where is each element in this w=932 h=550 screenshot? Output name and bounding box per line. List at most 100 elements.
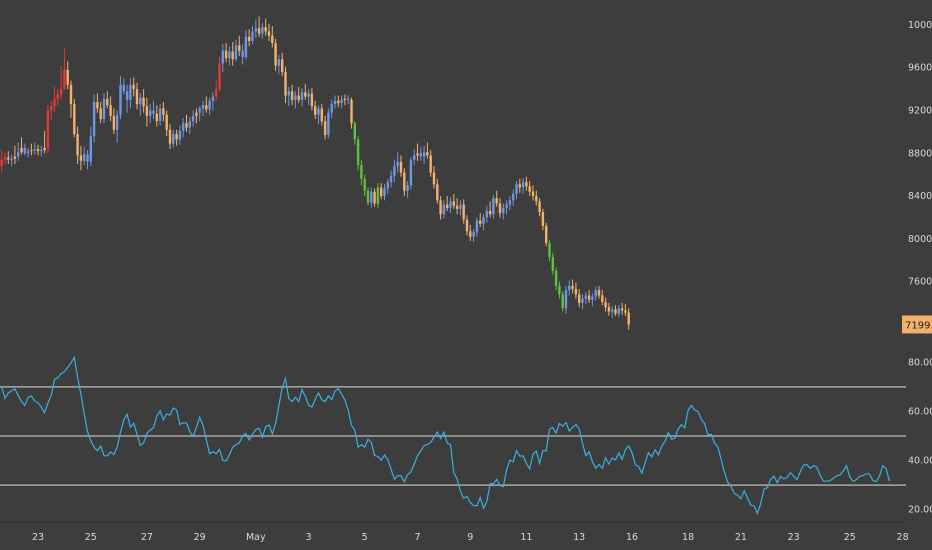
candle — [383, 184, 386, 201]
candle — [452, 193, 455, 209]
candle — [422, 145, 426, 164]
candle — [459, 200, 462, 216]
candle-body — [323, 121, 327, 136]
candle-body — [254, 28, 257, 32]
candle — [363, 174, 366, 197]
candle — [587, 290, 591, 303]
candle — [66, 61, 69, 90]
candle-body — [558, 285, 561, 295]
candle — [607, 302, 611, 316]
candle — [175, 129, 178, 146]
candle — [310, 88, 314, 111]
candle-body — [215, 89, 218, 97]
candle — [597, 285, 601, 299]
candle — [317, 105, 320, 125]
candle-body — [495, 198, 498, 204]
candle — [545, 222, 548, 247]
candle — [20, 137, 23, 155]
candle-body — [241, 50, 244, 58]
candle-body — [162, 108, 165, 115]
candle — [152, 100, 155, 120]
candle-body — [564, 290, 568, 309]
candle — [568, 280, 571, 296]
candle-body — [20, 147, 23, 153]
candle — [182, 117, 185, 138]
candle-body — [112, 115, 116, 130]
time-tick-label: 11 — [520, 532, 532, 543]
candle-body — [380, 187, 383, 197]
candle — [531, 185, 535, 201]
candle-body — [135, 89, 139, 105]
candle — [591, 293, 594, 307]
candle-body — [350, 99, 353, 124]
candle-body — [370, 191, 373, 203]
time-tick-label: 29 — [194, 532, 206, 543]
candle-body — [244, 36, 248, 58]
candle — [525, 176, 528, 191]
candle-body — [96, 101, 99, 109]
price-tick-label: 8400.0 — [908, 191, 932, 202]
candle — [290, 84, 294, 106]
candle-body — [479, 220, 482, 224]
candle-body — [109, 105, 112, 116]
time-tick-label: 27 — [141, 532, 153, 543]
candle — [73, 98, 76, 138]
candle-body — [234, 45, 238, 60]
candle-body — [465, 219, 469, 232]
candle-body — [485, 211, 488, 218]
candle — [558, 281, 561, 299]
candle-body — [224, 50, 228, 59]
candle-body — [389, 175, 393, 183]
candle-body — [277, 59, 281, 66]
candle-body — [439, 200, 442, 215]
candle-body — [290, 91, 294, 100]
candle — [320, 104, 323, 126]
rsi-line — [1, 355, 890, 515]
candle — [515, 181, 518, 200]
candle — [330, 99, 333, 118]
candle-body — [178, 130, 182, 140]
candle — [244, 30, 248, 60]
candle-body — [611, 309, 614, 312]
candle — [518, 178, 521, 193]
price-tick-label: 10000.0 — [908, 20, 932, 31]
candle — [386, 178, 389, 194]
candle-body — [168, 129, 172, 144]
candle-body — [132, 84, 135, 90]
candle — [205, 96, 208, 113]
candle-body — [604, 301, 607, 308]
candle — [287, 86, 290, 107]
candle-body — [333, 100, 337, 105]
candle-body — [314, 106, 317, 115]
candle — [508, 196, 512, 210]
candle-body — [86, 154, 89, 162]
candle — [485, 205, 488, 223]
time-axis: 23 25 27 29 May 3 5 7 9 11 13 16 18 21 23 25 28 — [32, 532, 909, 543]
candle — [264, 18, 267, 36]
candle-body — [366, 190, 370, 203]
candle-body — [515, 184, 518, 194]
candle — [7, 151, 10, 164]
candle-body — [30, 150, 33, 152]
candle-body — [551, 256, 554, 271]
candle-body — [432, 172, 436, 185]
candle — [564, 285, 568, 314]
candle — [627, 308, 630, 330]
candle-body — [304, 92, 307, 97]
candle — [139, 93, 142, 116]
candle — [251, 26, 254, 45]
candle-body — [116, 114, 119, 130]
candle — [512, 189, 515, 206]
candle — [13, 145, 17, 164]
candle — [135, 82, 139, 110]
candle-body — [297, 95, 300, 100]
candle-body — [416, 153, 419, 156]
candle — [323, 115, 327, 140]
candle-body — [535, 196, 538, 202]
candle-body — [601, 295, 604, 302]
candle — [241, 44, 244, 65]
candle — [208, 97, 211, 115]
candle-body — [482, 217, 485, 224]
candle — [30, 143, 33, 156]
candle-body — [0, 159, 3, 167]
